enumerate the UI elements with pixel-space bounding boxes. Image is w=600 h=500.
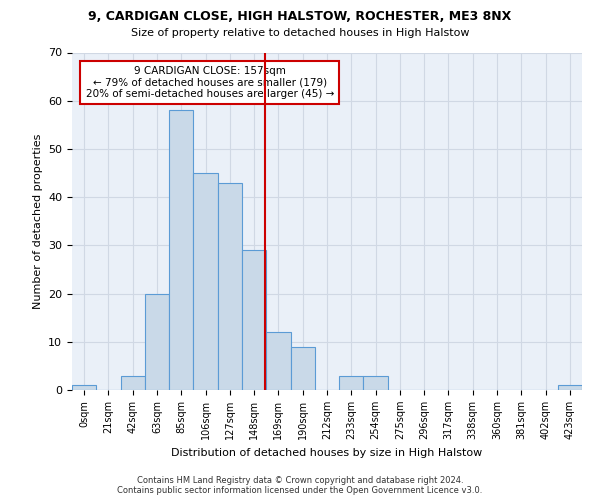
Bar	[145, 294, 169, 390]
X-axis label: Distribution of detached houses by size in High Halstow: Distribution of detached houses by size …	[172, 448, 482, 458]
Bar	[218, 182, 242, 390]
Bar	[121, 376, 145, 390]
Y-axis label: Number of detached properties: Number of detached properties	[32, 134, 43, 309]
Bar	[558, 385, 582, 390]
Text: Contains HM Land Registry data © Crown copyright and database right 2024.
Contai: Contains HM Land Registry data © Crown c…	[118, 476, 482, 495]
Bar	[72, 385, 96, 390]
Bar	[339, 376, 364, 390]
Bar	[266, 332, 290, 390]
Bar	[290, 346, 315, 390]
Bar	[364, 376, 388, 390]
Text: Size of property relative to detached houses in High Halstow: Size of property relative to detached ho…	[131, 28, 469, 38]
Bar	[169, 110, 193, 390]
Text: 9 CARDIGAN CLOSE: 157sqm
← 79% of detached houses are smaller (179)
20% of semi-: 9 CARDIGAN CLOSE: 157sqm ← 79% of detach…	[86, 66, 334, 99]
Text: 9, CARDIGAN CLOSE, HIGH HALSTOW, ROCHESTER, ME3 8NX: 9, CARDIGAN CLOSE, HIGH HALSTOW, ROCHEST…	[88, 10, 512, 23]
Bar	[193, 173, 218, 390]
Bar	[242, 250, 266, 390]
